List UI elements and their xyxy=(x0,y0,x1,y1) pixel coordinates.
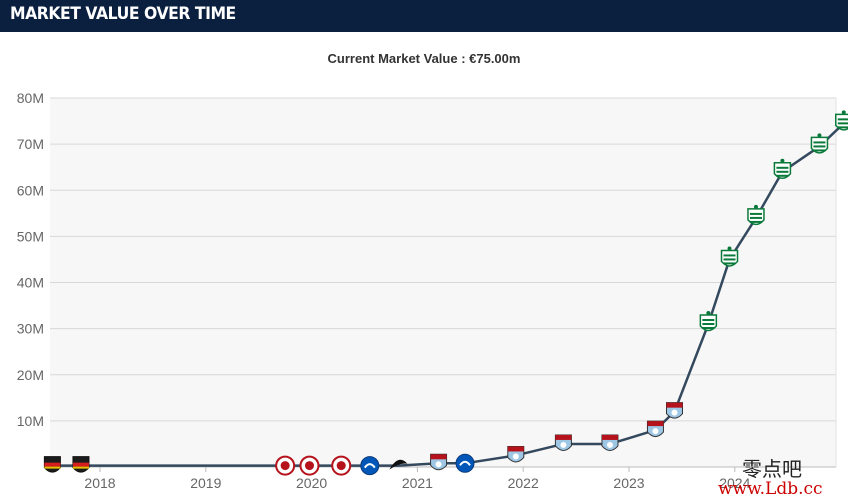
crest-lion xyxy=(753,204,758,209)
current-market-value: Current Market Value : €75.00m xyxy=(327,51,521,66)
crest-mark xyxy=(363,463,376,469)
crest-shield xyxy=(699,314,718,332)
crest-stripe xyxy=(776,170,789,173)
crest-stripe xyxy=(813,145,826,148)
data-point xyxy=(430,453,448,471)
data-point xyxy=(554,434,572,451)
crest-lion xyxy=(727,246,732,251)
crest-mark xyxy=(459,460,471,466)
data-point xyxy=(720,246,739,267)
crest-stripe xyxy=(702,327,715,330)
crest-core xyxy=(280,461,290,471)
crest-stripe xyxy=(837,122,848,125)
crest-ring xyxy=(360,456,380,476)
x-tick-label: 2021 xyxy=(402,475,433,491)
crest-lion xyxy=(780,158,785,163)
x-tick-label: 2024 xyxy=(719,475,750,491)
crest-mark xyxy=(652,428,659,435)
crest-stripe xyxy=(813,141,826,144)
crest-band-red xyxy=(72,462,89,467)
x-tick-label: 2022 xyxy=(508,475,539,491)
crest-stripe xyxy=(837,126,848,129)
crest-core xyxy=(336,461,346,471)
crest-mark xyxy=(560,441,567,448)
data-point xyxy=(43,456,61,473)
data-point xyxy=(601,434,619,451)
data-point xyxy=(810,133,829,154)
crest-stripe xyxy=(776,174,789,177)
crest-chief xyxy=(430,454,447,460)
crest-lion xyxy=(706,311,711,316)
crest-stripe xyxy=(813,149,826,152)
data-point xyxy=(773,158,792,180)
y-tick-label: 40M xyxy=(17,275,44,291)
crest-chief xyxy=(601,434,618,440)
crest-band-yellow xyxy=(44,466,61,469)
x-tick-label: 2019 xyxy=(190,475,221,491)
x-tick-label: 2020 xyxy=(296,475,327,491)
crest-shield xyxy=(773,162,792,180)
data-point xyxy=(389,459,408,470)
crest-shield xyxy=(720,249,739,267)
crest-band-yellow xyxy=(72,466,89,469)
crest-mark xyxy=(512,453,519,460)
crest-stripe xyxy=(749,220,762,223)
data-point xyxy=(360,456,380,476)
y-tick-label: 30M xyxy=(17,321,44,337)
data-point xyxy=(835,110,848,131)
crest-chief xyxy=(647,421,664,427)
crest-stripe xyxy=(702,319,715,322)
y-tick-label: 80M xyxy=(17,90,44,106)
crest-stripe xyxy=(776,166,789,169)
page-title: MARKET VALUE OVER TIME xyxy=(10,4,236,24)
data-point xyxy=(275,455,296,476)
watermark-site: www.Ldb.cc xyxy=(718,479,823,499)
data-point xyxy=(747,204,765,226)
y-tick-label: 50M xyxy=(17,228,44,244)
data-point xyxy=(665,402,683,419)
crest-stripe xyxy=(702,323,715,326)
crest-lion xyxy=(841,110,846,115)
crest-stripe xyxy=(837,118,848,121)
crest-stripe xyxy=(723,258,736,261)
crest-core xyxy=(304,461,314,471)
crest-swan xyxy=(389,459,408,470)
data-point xyxy=(507,445,525,463)
y-tick-label: 60M xyxy=(17,182,44,198)
y-tick-label: 10M xyxy=(17,413,44,429)
crest-stripe xyxy=(749,212,762,215)
y-tick-label: 70M xyxy=(17,136,44,152)
crest-chief xyxy=(555,434,572,440)
data-point xyxy=(646,420,664,438)
crest-shield xyxy=(835,113,848,131)
watermark-chinese: 零点吧 xyxy=(742,457,802,481)
crest-chief xyxy=(666,402,683,408)
y-tick-label: 20M xyxy=(17,367,44,383)
crest-stripe xyxy=(723,262,736,265)
crest-ring xyxy=(455,453,475,473)
data-point xyxy=(455,453,475,473)
x-tick-label: 2018 xyxy=(84,475,115,491)
crest-lion xyxy=(817,133,822,138)
crest-chief xyxy=(507,446,524,452)
data-point xyxy=(72,456,90,473)
crest-shield xyxy=(810,136,829,154)
crest-shield xyxy=(747,208,765,226)
crest-band-red xyxy=(44,462,61,467)
crest-stripe xyxy=(723,254,736,257)
data-point xyxy=(699,311,718,332)
crest-mark xyxy=(435,461,442,468)
data-point xyxy=(331,455,352,476)
crest-mark xyxy=(671,409,678,416)
crest-mark xyxy=(606,441,613,448)
data-point xyxy=(299,455,320,476)
header-bar: MARKET VALUE OVER TIME xyxy=(0,0,848,32)
x-tick-label: 2023 xyxy=(613,475,644,491)
crest-stripe xyxy=(749,216,762,219)
